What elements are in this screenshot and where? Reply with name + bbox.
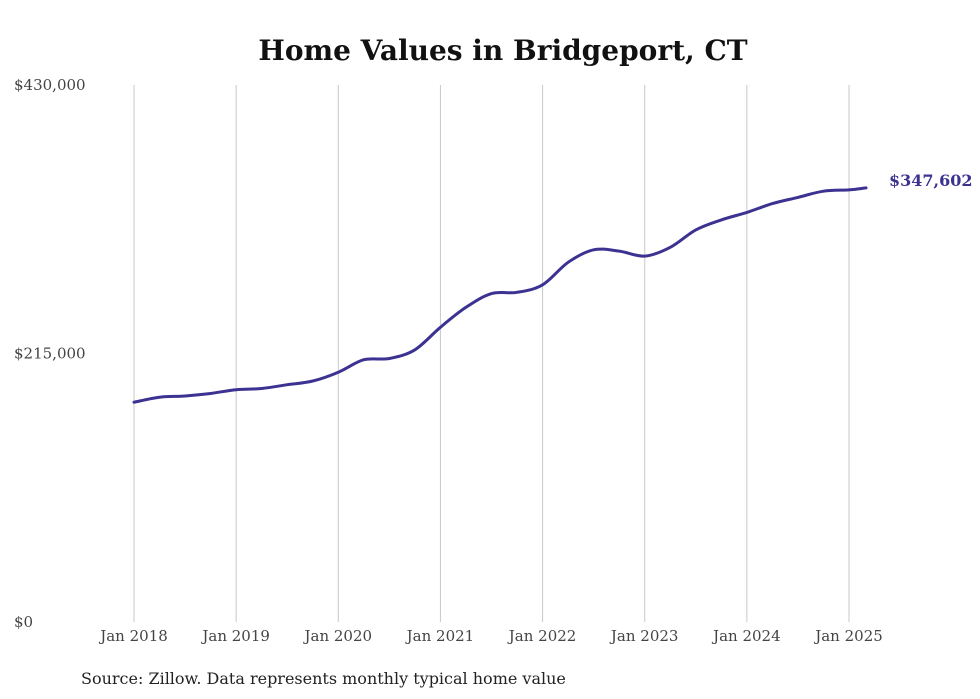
grid-lines — [133, 85, 850, 622]
chart-title: Home Values in Bridgeport, CT — [258, 34, 747, 67]
x-tick-label: Jan 2025 — [813, 627, 883, 645]
x-tick-label: Jan 2021 — [405, 627, 475, 645]
x-tick-label: Jan 2019 — [200, 627, 270, 645]
series-line-0 — [132, 186, 868, 404]
source-note: Source: Zillow. Data represents monthly … — [81, 669, 566, 688]
y-tick-label: $215,000 — [14, 345, 86, 363]
x-axis-ticks: Jan 2018 Jan 2019 Jan 2020 Jan 2021 Jan 2022… — [98, 627, 883, 645]
y-tick-label: $0 — [14, 613, 33, 631]
series-layer — [132, 186, 868, 404]
x-tick-label: Jan 2024 — [711, 627, 781, 645]
x-tick-label: Jan 2018 — [98, 627, 168, 645]
y-axis-ticks: $0 $215,000 $430,000 — [14, 76, 86, 631]
end-value-label: $347,602 — [889, 171, 973, 190]
x-tick-label: Jan 2022 — [507, 627, 577, 645]
y-tick-label: $430,000 — [14, 76, 86, 94]
x-tick-label: Jan 2023 — [609, 627, 679, 645]
x-tick-label: Jan 2020 — [303, 627, 373, 645]
